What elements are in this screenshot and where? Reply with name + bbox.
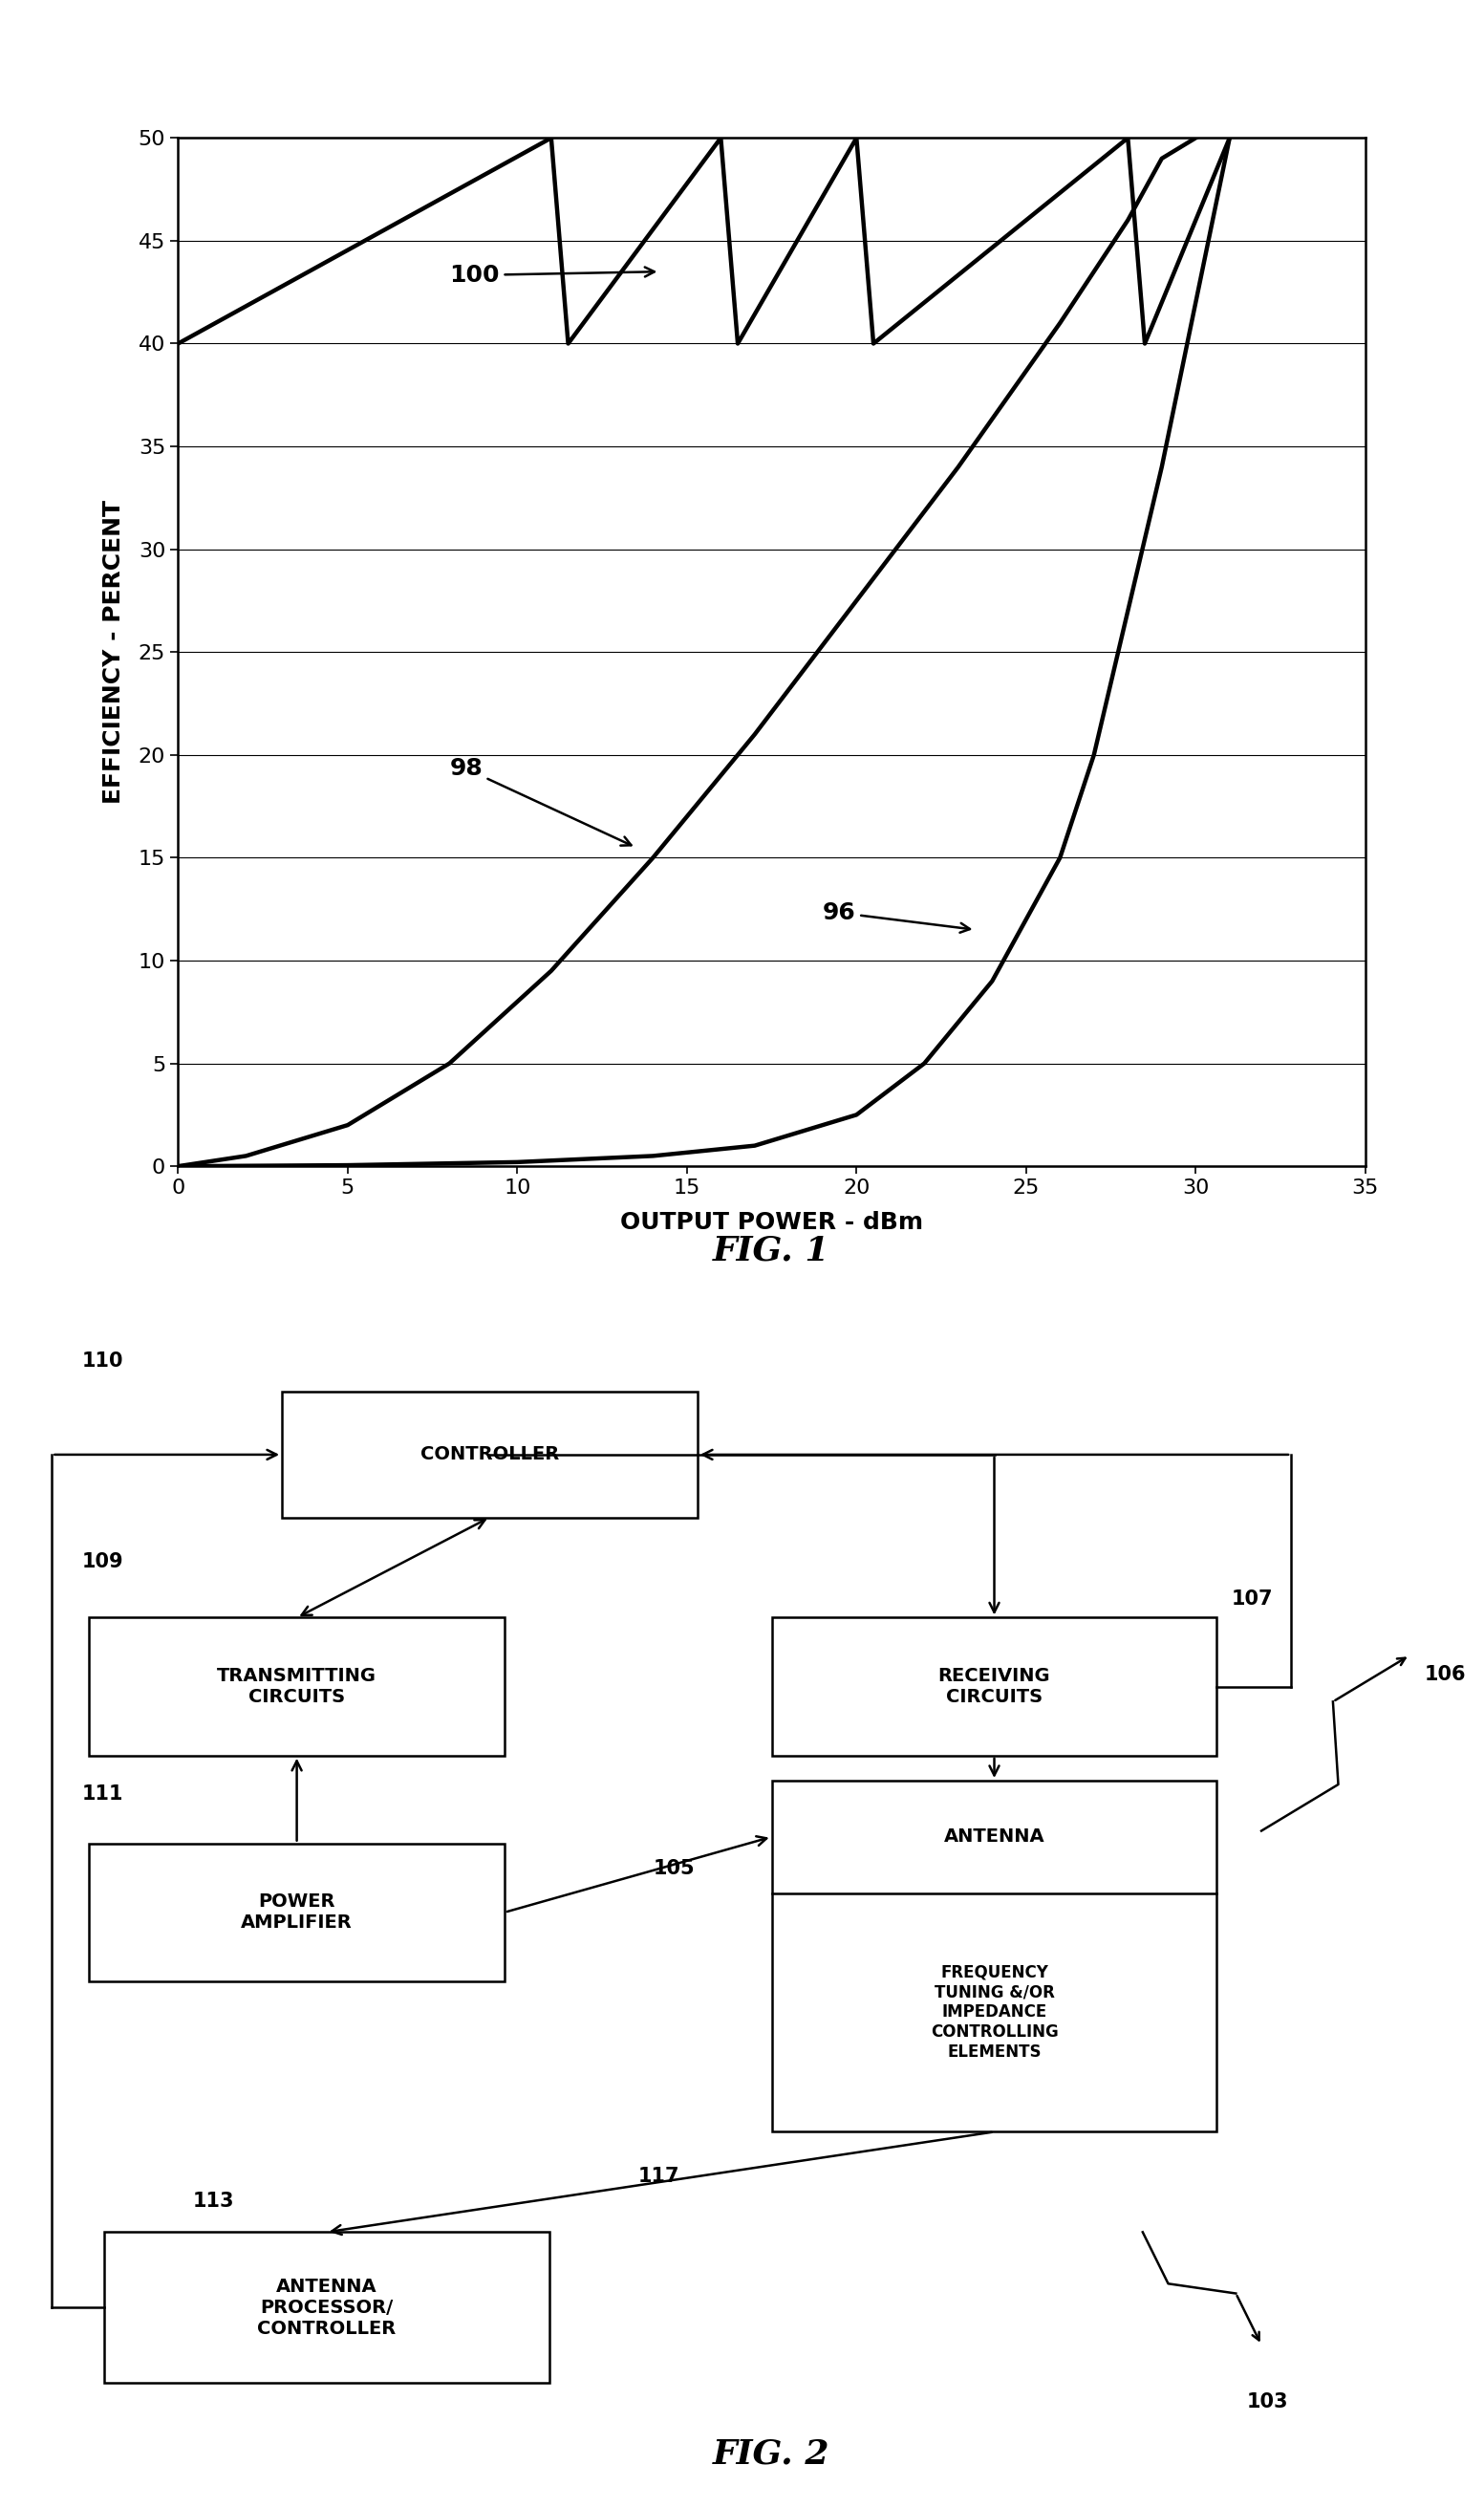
Text: FREQUENCY
TUNING &/OR
IMPEDANCE
CONTROLLING
ELEMENTS: FREQUENCY TUNING &/OR IMPEDANCE CONTROLL… <box>930 1964 1058 2062</box>
Text: TRANSMITTING
CIRCUITS: TRANSMITTING CIRCUITS <box>217 1668 377 1705</box>
Bar <box>282 1392 697 1517</box>
Text: FIG. 1: FIG. 1 <box>714 1234 830 1267</box>
Text: RECEIVING
CIRCUITS: RECEIVING CIRCUITS <box>938 1668 1051 1705</box>
Text: 106: 106 <box>1425 1665 1466 1685</box>
Text: 111: 111 <box>82 1783 123 1803</box>
Text: 110: 110 <box>82 1352 123 1372</box>
Text: 113: 113 <box>193 2192 234 2212</box>
Text: FIG. 2: FIG. 2 <box>714 2438 830 2470</box>
Text: CONTROLLER: CONTROLLER <box>420 1445 559 1465</box>
Bar <box>89 1618 505 1756</box>
Text: 100: 100 <box>450 263 654 286</box>
Text: ANTENNA
PROCESSOR/
CONTROLLER: ANTENNA PROCESSOR/ CONTROLLER <box>257 2277 396 2337</box>
Text: 117: 117 <box>638 2167 680 2187</box>
X-axis label: OUTPUT POWER - dBm: OUTPUT POWER - dBm <box>620 1211 923 1234</box>
Bar <box>772 1781 1217 2132</box>
Text: 98: 98 <box>450 757 631 845</box>
Text: 96: 96 <box>822 900 971 933</box>
Bar <box>772 1618 1217 1756</box>
Text: 103: 103 <box>1247 2393 1288 2413</box>
Text: 105: 105 <box>653 1858 695 1878</box>
Text: 109: 109 <box>82 1552 123 1573</box>
Y-axis label: EFFICIENCY - PERCENT: EFFICIENCY - PERCENT <box>102 499 125 805</box>
Bar <box>89 1843 505 1981</box>
Text: ANTENNA: ANTENNA <box>944 1828 1045 1846</box>
Text: POWER
AMPLIFIER: POWER AMPLIFIER <box>240 1894 353 1931</box>
Text: 107: 107 <box>1232 1590 1273 1610</box>
Bar <box>104 2232 549 2383</box>
